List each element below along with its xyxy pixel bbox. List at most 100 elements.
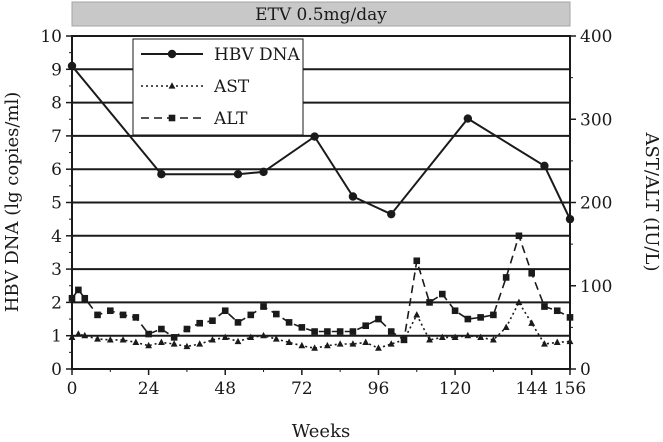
- data-point-ast: [272, 335, 280, 342]
- treatment-banner: ETV 0.5mg/day: [71, 1, 571, 27]
- data-point-alt: [541, 303, 548, 310]
- data-point-alt: [183, 325, 191, 333]
- data-point-alt: [502, 274, 510, 281]
- data-point-alt: [528, 269, 535, 277]
- data-point-alt: [400, 336, 408, 344]
- data-point-alt: [515, 232, 523, 240]
- data-point-alt: [375, 315, 382, 323]
- data-point-ast: [362, 338, 370, 345]
- data-point-alt: [94, 311, 101, 319]
- right-tick-label: 0: [580, 360, 591, 380]
- data-point-alt: [324, 328, 331, 335]
- right-tick-label: 100: [580, 277, 612, 297]
- data-point-alt: [451, 307, 459, 315]
- data-point-alt: [221, 307, 229, 315]
- data-point-hbv-dna: [310, 132, 319, 141]
- x-tick-label: 48: [214, 379, 236, 399]
- data-point-ast: [74, 330, 82, 337]
- x-tick-label: 24: [138, 379, 160, 399]
- data-point-ast: [157, 338, 165, 345]
- data-point-hbv-dna: [463, 114, 473, 123]
- data-point-ast: [553, 338, 561, 345]
- x-tick-label: 96: [368, 379, 390, 399]
- left-axis-title: HBV DNA (lg copies/ml): [2, 92, 23, 313]
- data-point-alt: [490, 311, 497, 319]
- series-line-hbv-dna: [71, 65, 571, 220]
- legend-label-hbv-dna: HBV DNA: [214, 45, 301, 65]
- data-point-alt: [349, 328, 357, 335]
- data-point-ast: [426, 336, 433, 343]
- right-tick-label: 300: [580, 110, 612, 130]
- data-point-hbv-dna: [233, 169, 243, 179]
- data-point-ast: [387, 340, 395, 347]
- data-point-ast: [528, 319, 536, 326]
- treatment-banner-box: [71, 1, 571, 27]
- data-point-ast: [451, 333, 459, 340]
- data-point-ast: [221, 333, 229, 340]
- data-point-alt: [426, 299, 433, 306]
- x-tick-label: 120: [439, 379, 471, 399]
- data-point-ast: [234, 337, 242, 345]
- right-tick-label: 400: [580, 27, 612, 47]
- x-tick-label: 156: [554, 379, 586, 399]
- data-point-alt: [387, 328, 395, 335]
- data-point-hbv-dna: [259, 167, 268, 177]
- data-point-alt: [362, 322, 369, 330]
- left-tick-label: 5: [51, 194, 62, 214]
- data-point-ast: [183, 342, 191, 350]
- legend-marker-alt: [168, 114, 176, 122]
- x-tick-label: 0: [67, 379, 78, 399]
- data-point-ast: [94, 335, 101, 342]
- legend-label-alt: ALT: [213, 109, 248, 129]
- data-point-hbv-dna: [540, 161, 549, 171]
- data-point-hbv-dna: [157, 169, 166, 179]
- data-point-ast: [209, 336, 216, 343]
- data-point-ast: [323, 341, 331, 349]
- data-point-alt: [107, 307, 114, 315]
- x-tick-label: 144: [515, 379, 547, 399]
- data-point-ast: [489, 336, 497, 343]
- series-line-alt: [71, 233, 571, 342]
- legend: HBV DNA AST ALT: [132, 38, 304, 136]
- left-tick-label: 7: [51, 127, 62, 147]
- data-point-ast: [311, 344, 319, 351]
- data-point-ast: [247, 333, 255, 340]
- data-point-alt: [311, 328, 318, 335]
- data-point-ast: [170, 340, 178, 347]
- legend-marker-ast: [168, 82, 176, 89]
- left-tick-label: 1: [51, 327, 62, 347]
- data-point-alt: [439, 290, 446, 298]
- data-point-alt: [553, 307, 561, 315]
- data-point-ast: [438, 333, 446, 340]
- left-tick-label: 4: [51, 227, 62, 247]
- data-point-hbv-dna: [387, 209, 396, 219]
- data-point-alt: [145, 330, 152, 338]
- data-point-ast: [196, 340, 204, 347]
- data-point-alt: [285, 319, 293, 326]
- data-point-alt: [247, 311, 255, 319]
- series-ast: [68, 298, 574, 351]
- data-point-alt: [158, 325, 165, 333]
- data-point-ast: [260, 331, 267, 339]
- left-tick-label: 8: [51, 94, 62, 114]
- right-tick-label: 200: [580, 194, 612, 214]
- data-point-alt: [234, 319, 242, 326]
- data-point-hbv-dna: [348, 192, 358, 201]
- data-point-ast: [375, 344, 382, 351]
- data-point-alt: [132, 314, 140, 321]
- left-tick-label: 6: [51, 160, 62, 180]
- x-axis-ticks: 0 24 48 72 96 120 144 156: [67, 369, 586, 399]
- series-alt: [68, 232, 574, 344]
- data-point-ast: [285, 338, 293, 345]
- data-point-ast: [541, 340, 548, 347]
- data-point-ast: [336, 340, 344, 347]
- x-axis-title: Weeks: [292, 421, 350, 442]
- data-point-alt: [273, 310, 280, 318]
- data-point-ast: [502, 323, 510, 330]
- data-point-alt: [260, 303, 267, 310]
- data-point-ast: [145, 341, 153, 349]
- left-tick-label: 9: [51, 60, 62, 80]
- left-tick-label: 10: [40, 27, 62, 47]
- data-point-ast: [349, 340, 357, 347]
